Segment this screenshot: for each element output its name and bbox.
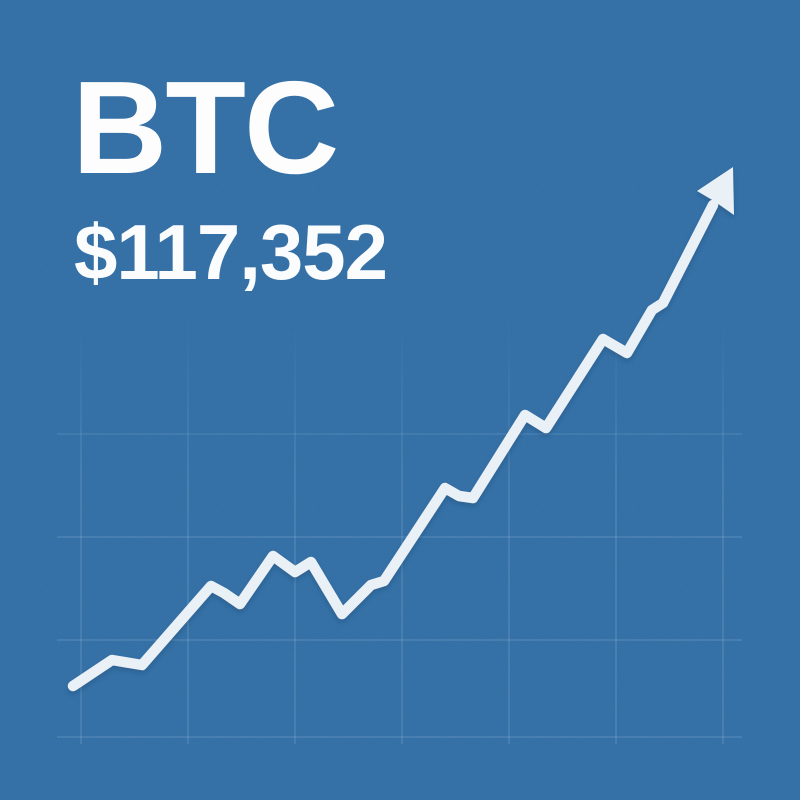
trend-arrow-icon [697, 167, 734, 215]
asset-price: $117,352 [74, 208, 388, 296]
trend-line-group [67, 167, 734, 692]
asset-symbol: BTC [72, 54, 339, 201]
chart-gridlines [57, 320, 742, 744]
trend-line [67, 199, 719, 692]
